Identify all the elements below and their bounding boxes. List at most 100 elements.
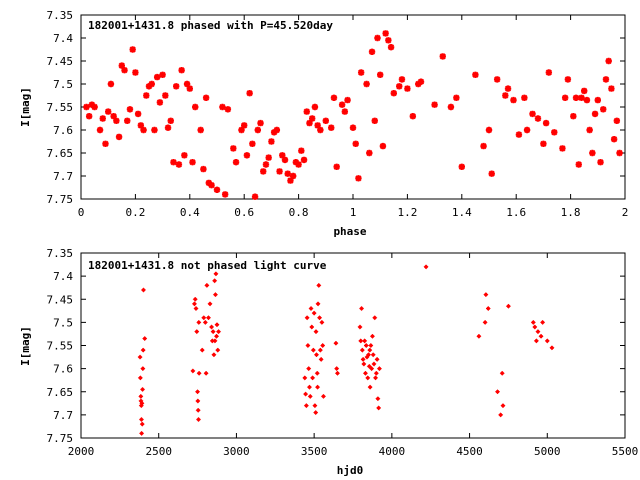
plot2-data-point bbox=[313, 329, 319, 335]
plot1-data-point bbox=[295, 161, 302, 168]
plot1-data-point bbox=[545, 69, 553, 76]
plot2-ytick-label: 7.75 bbox=[47, 432, 74, 445]
plot1-data-point bbox=[83, 103, 90, 111]
plot2-data-point bbox=[137, 354, 143, 360]
plot2-data-point bbox=[138, 393, 144, 399]
plot1-data-point bbox=[249, 140, 256, 147]
plot1-xtick-label: 1.2 bbox=[397, 206, 417, 219]
plot1-data-point bbox=[404, 85, 411, 92]
plot2-data-point bbox=[310, 347, 316, 353]
plot2-data-point bbox=[313, 352, 320, 358]
plot2-data-point bbox=[532, 324, 538, 330]
plot2-points bbox=[137, 264, 555, 436]
plot1-data-point bbox=[447, 103, 455, 111]
plot2-data-point bbox=[334, 370, 341, 376]
plot2-data-point bbox=[193, 305, 199, 312]
plot1-data-point bbox=[352, 140, 359, 147]
plot2-data-point bbox=[212, 338, 218, 344]
plot1-data-point bbox=[102, 140, 109, 147]
plot2-xtick-label: 3000 bbox=[223, 445, 250, 458]
plot2-data-point bbox=[320, 393, 327, 399]
plot2-data-point bbox=[205, 315, 212, 321]
plot2-data-point bbox=[361, 361, 367, 367]
plot1-xtick-label: 1 bbox=[350, 206, 357, 219]
plot2-data-point bbox=[358, 338, 364, 344]
plot2-data-point bbox=[195, 407, 201, 413]
plot2-data-point bbox=[500, 403, 506, 409]
plot1-data-point bbox=[162, 92, 169, 99]
plot2-data-point bbox=[209, 324, 215, 330]
plot2-data-point bbox=[315, 301, 321, 307]
plot1-data-point bbox=[265, 154, 272, 161]
plot2-data-point bbox=[214, 322, 220, 328]
plot1-data-point bbox=[616, 149, 623, 157]
plot2-data-point bbox=[371, 361, 377, 367]
plot2-data-point bbox=[320, 342, 326, 349]
plot1-data-point bbox=[608, 85, 615, 92]
plot2-data-point bbox=[212, 292, 218, 298]
plot2-data-point bbox=[535, 329, 541, 335]
plot2-data-point bbox=[140, 347, 146, 353]
plot2-data-point bbox=[549, 345, 555, 351]
plot2-data-point bbox=[317, 315, 323, 321]
plot2-data-point bbox=[544, 338, 550, 344]
plot1-data-point bbox=[91, 103, 98, 111]
plot1-data-point bbox=[238, 126, 245, 134]
plot1-data-point bbox=[605, 57, 612, 65]
plot2-data-point bbox=[362, 370, 368, 376]
plot1-data-point bbox=[279, 152, 286, 159]
plot1-title: 182001+1431.8 phased with P=45.520day bbox=[88, 19, 333, 32]
plot1-data-point bbox=[390, 90, 397, 97]
plot1-data-point bbox=[431, 101, 438, 108]
plot1-data-point bbox=[600, 106, 607, 113]
plot1-data-point bbox=[260, 168, 267, 175]
plot1-data-point bbox=[341, 108, 349, 115]
plot2-data-point bbox=[196, 319, 202, 325]
plot1-data-point bbox=[368, 48, 376, 55]
plot1-data-point bbox=[268, 138, 275, 145]
plot1-data-point bbox=[306, 119, 313, 127]
plot1-data-point bbox=[542, 119, 550, 127]
plot1-data-point bbox=[377, 71, 384, 78]
plot2-data-point bbox=[358, 305, 365, 312]
plot1-data-point bbox=[156, 99, 164, 106]
plot1-data-point bbox=[396, 83, 403, 90]
plot2-data-point bbox=[370, 352, 376, 358]
plot1-data-point bbox=[521, 94, 528, 101]
plot1-data-point bbox=[284, 170, 291, 177]
plot2-data-point bbox=[204, 282, 210, 288]
plot1-data-point bbox=[208, 182, 215, 189]
plot1-frame bbox=[80, 14, 626, 200]
plot1-ytick-label: 7.35 bbox=[47, 9, 74, 22]
plot2-data-point bbox=[142, 336, 148, 342]
plot1-data-point bbox=[458, 163, 465, 170]
plot1-data-point bbox=[564, 76, 572, 83]
plot1-data-point bbox=[197, 126, 204, 134]
plot1-data-point bbox=[586, 126, 593, 134]
plot1-data-point bbox=[488, 170, 495, 177]
plot1-data-point bbox=[173, 83, 180, 90]
plot1-data-point bbox=[175, 161, 183, 168]
plot1-data-point bbox=[529, 110, 536, 118]
plot1-data-point bbox=[287, 177, 294, 184]
plot1-data-point bbox=[276, 168, 283, 175]
plot2-data-point bbox=[191, 301, 198, 307]
plot1-data-point bbox=[124, 117, 131, 124]
plot1-data-point bbox=[99, 115, 106, 122]
plot2-data-point bbox=[195, 389, 201, 395]
plot1-xtick-label: 0.2 bbox=[125, 206, 145, 219]
plot1-data-point bbox=[591, 110, 599, 118]
plot2-data-point bbox=[362, 338, 368, 344]
plot2-data-point bbox=[211, 352, 217, 358]
plot1-data-point bbox=[118, 62, 125, 69]
plot2-data-point bbox=[139, 386, 146, 392]
plot1-data-point bbox=[121, 67, 128, 74]
plot1-data-point bbox=[183, 80, 191, 88]
plot1-data-point bbox=[610, 136, 618, 143]
plot1-ytick-label: 7.45 bbox=[47, 55, 74, 68]
plot1-data-point bbox=[219, 103, 226, 111]
plot2-data-point bbox=[365, 352, 372, 358]
plot1-data-point bbox=[480, 142, 487, 150]
plot1-data-point bbox=[349, 124, 357, 131]
plot1-data-point bbox=[134, 110, 142, 118]
